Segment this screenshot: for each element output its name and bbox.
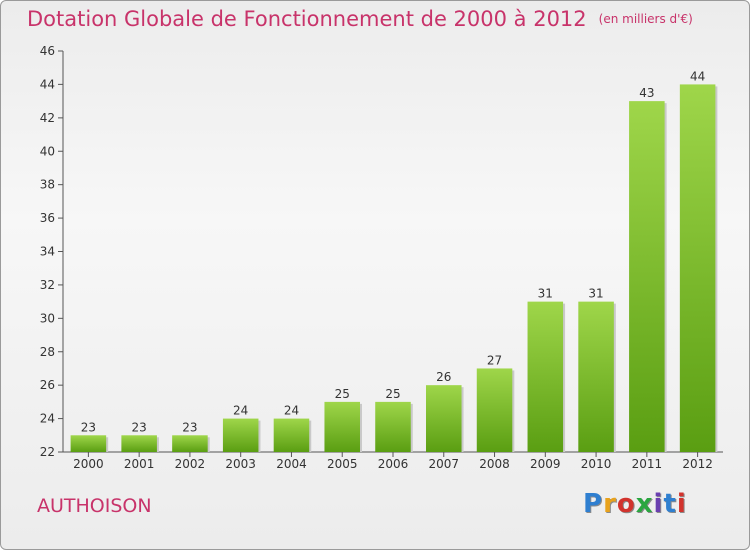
chart-labels: 2000 23 2001 23 2002 23 2003 24 2004 24 2005 25 2006… — [73, 69, 713, 471]
bar-value-label: 27 — [487, 353, 502, 367]
y-tick-label: 26 — [40, 378, 55, 392]
y-tick-label: 32 — [40, 278, 55, 292]
x-tick-label: 2010 — [581, 457, 612, 471]
bar — [70, 435, 107, 452]
x-tick-label: 2003 — [225, 457, 256, 471]
y-tick-label: 40 — [40, 144, 55, 158]
x-tick-label: 2009 — [530, 457, 561, 471]
bar — [527, 301, 564, 452]
bar-value-label: 44 — [690, 69, 705, 83]
x-tick-label: 2005 — [327, 457, 358, 471]
y-tick-label: 22 — [40, 445, 55, 459]
x-tick-label: 2001 — [124, 457, 155, 471]
x-tick-label: 2008 — [479, 457, 510, 471]
bar-value-label: 26 — [436, 370, 451, 384]
logo-letter: r — [603, 489, 617, 519]
commune-name: AUTHOISON — [37, 495, 152, 517]
y-tick-label: 42 — [40, 111, 55, 125]
bar — [426, 385, 462, 452]
bar-value-label: 23 — [182, 420, 197, 434]
bar — [679, 84, 716, 453]
bar — [375, 401, 411, 452]
logo-letter: P — [583, 489, 604, 519]
y-tick-label: 30 — [40, 311, 55, 325]
chart-subtitle: (en milliers d'€) — [598, 12, 693, 26]
y-tick-label: 38 — [40, 178, 55, 192]
bar — [121, 435, 157, 452]
bar-value-label: 43 — [639, 86, 654, 100]
chart-bars — [70, 84, 718, 453]
logo-letter: x — [635, 489, 654, 519]
chart-title: Dotation Globale de Fonctionnement de 20… — [27, 7, 693, 31]
bar — [578, 301, 614, 452]
x-tick-label: 2007 — [428, 457, 459, 471]
bar-value-label: 24 — [233, 404, 248, 418]
bar — [273, 418, 310, 452]
y-tick-label: 44 — [40, 77, 55, 91]
bar-value-label: 31 — [588, 287, 603, 301]
x-tick-label: 2000 — [73, 457, 104, 471]
logo-letter: o — [616, 489, 636, 519]
y-tick-label: 36 — [40, 211, 55, 225]
chart-axes: 22 24 26 28 30 32 34 36 38 40 42 44 46 — [40, 44, 723, 459]
x-tick-label: 2011 — [632, 457, 663, 471]
logo-letter: i — [653, 489, 664, 519]
bar-value-label: 24 — [284, 404, 299, 418]
bar-value-label: 23 — [81, 420, 96, 434]
bar-value-label: 25 — [385, 387, 400, 401]
y-tick-label: 24 — [40, 412, 55, 426]
logo-letter: t — [663, 489, 677, 519]
bar — [476, 368, 513, 452]
logo-letter: i — [676, 489, 687, 519]
bar — [324, 401, 360, 452]
bar — [629, 101, 665, 452]
x-tick-label: 2004 — [276, 457, 307, 471]
proxiti-logo: Proxiti — [583, 489, 687, 519]
x-tick-label: 2012 — [682, 457, 713, 471]
y-tick-label: 28 — [40, 345, 55, 359]
bar — [222, 418, 259, 452]
y-tick-label: 34 — [40, 245, 55, 259]
bar-value-label: 31 — [538, 287, 553, 301]
y-tick-label: 46 — [40, 44, 55, 58]
x-tick-label: 2002 — [175, 457, 206, 471]
bar — [172, 435, 208, 452]
x-tick-label: 2006 — [378, 457, 409, 471]
bar-value-label: 23 — [132, 420, 147, 434]
bar-value-label: 25 — [335, 387, 350, 401]
chart-title-text: Dotation Globale de Fonctionnement de 20… — [27, 7, 587, 31]
